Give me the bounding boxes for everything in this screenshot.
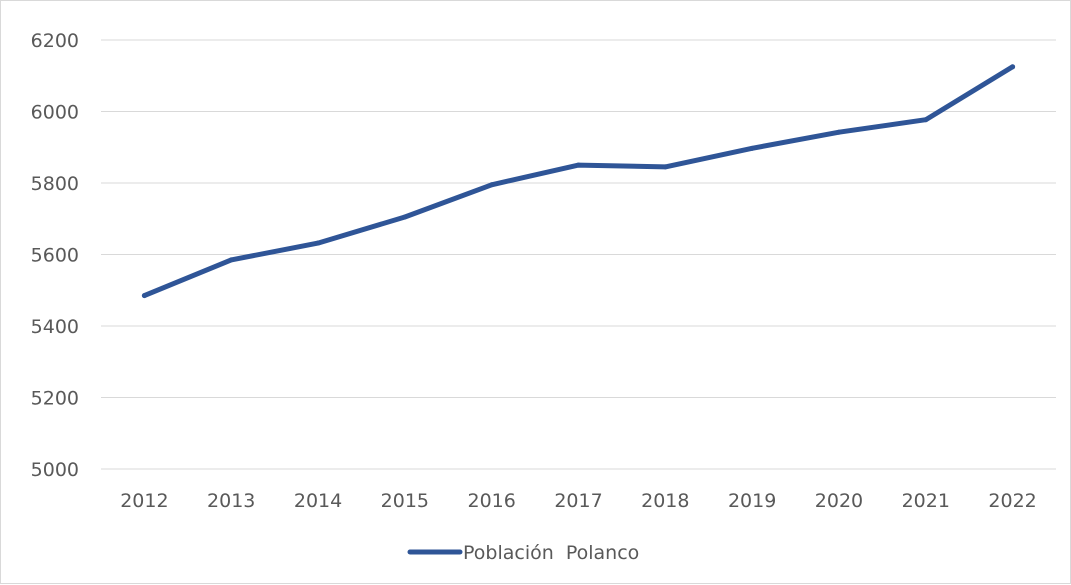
data-point bbox=[402, 214, 408, 220]
data-point bbox=[923, 117, 929, 123]
data-point bbox=[1010, 64, 1016, 70]
data-point bbox=[836, 129, 842, 135]
x-tick-label: 2016 bbox=[468, 490, 516, 512]
x-tick-label: 2015 bbox=[381, 490, 429, 512]
x-tick-label: 2021 bbox=[902, 490, 950, 512]
series-line-0 bbox=[141, 64, 1016, 299]
data-point bbox=[662, 164, 668, 170]
y-tick-label: 5400 bbox=[31, 316, 79, 338]
y-tick-label: 6000 bbox=[31, 102, 79, 124]
x-tick-label: 2017 bbox=[554, 490, 602, 512]
y-tick-label: 5000 bbox=[31, 459, 79, 481]
x-axis-tick-labels: 2012 2013 2014 2015 2016 2017 2018 2019 2020 2021… bbox=[120, 490, 1037, 512]
y-tick-label: 5600 bbox=[31, 245, 79, 267]
legend: Población Polanco bbox=[407, 542, 639, 564]
y-tick-label: 6200 bbox=[31, 30, 79, 52]
x-tick-label: 2014 bbox=[294, 490, 342, 512]
data-point bbox=[749, 145, 755, 151]
x-tick-label: 2020 bbox=[815, 490, 863, 512]
x-tick-label: 2019 bbox=[728, 490, 776, 512]
x-tick-label: 2022 bbox=[988, 490, 1036, 512]
data-point bbox=[576, 162, 581, 168]
y-axis-tick-labels: 5000 5200 5400 5600 5800 6000 6200 bbox=[31, 30, 79, 481]
data-point bbox=[228, 257, 234, 263]
legend-label: Población Polanco bbox=[463, 542, 639, 564]
data-point bbox=[315, 240, 321, 246]
x-tick-label: 2018 bbox=[641, 490, 689, 512]
data-point bbox=[489, 182, 495, 188]
y-tick-label: 5800 bbox=[31, 173, 79, 195]
series-lines bbox=[141, 64, 1016, 299]
data-point bbox=[141, 293, 147, 299]
x-tick-label: 2013 bbox=[207, 490, 255, 512]
y-tick-label: 5200 bbox=[31, 388, 79, 410]
gridlines bbox=[101, 39, 1056, 470]
x-tick-label: 2012 bbox=[120, 490, 168, 512]
